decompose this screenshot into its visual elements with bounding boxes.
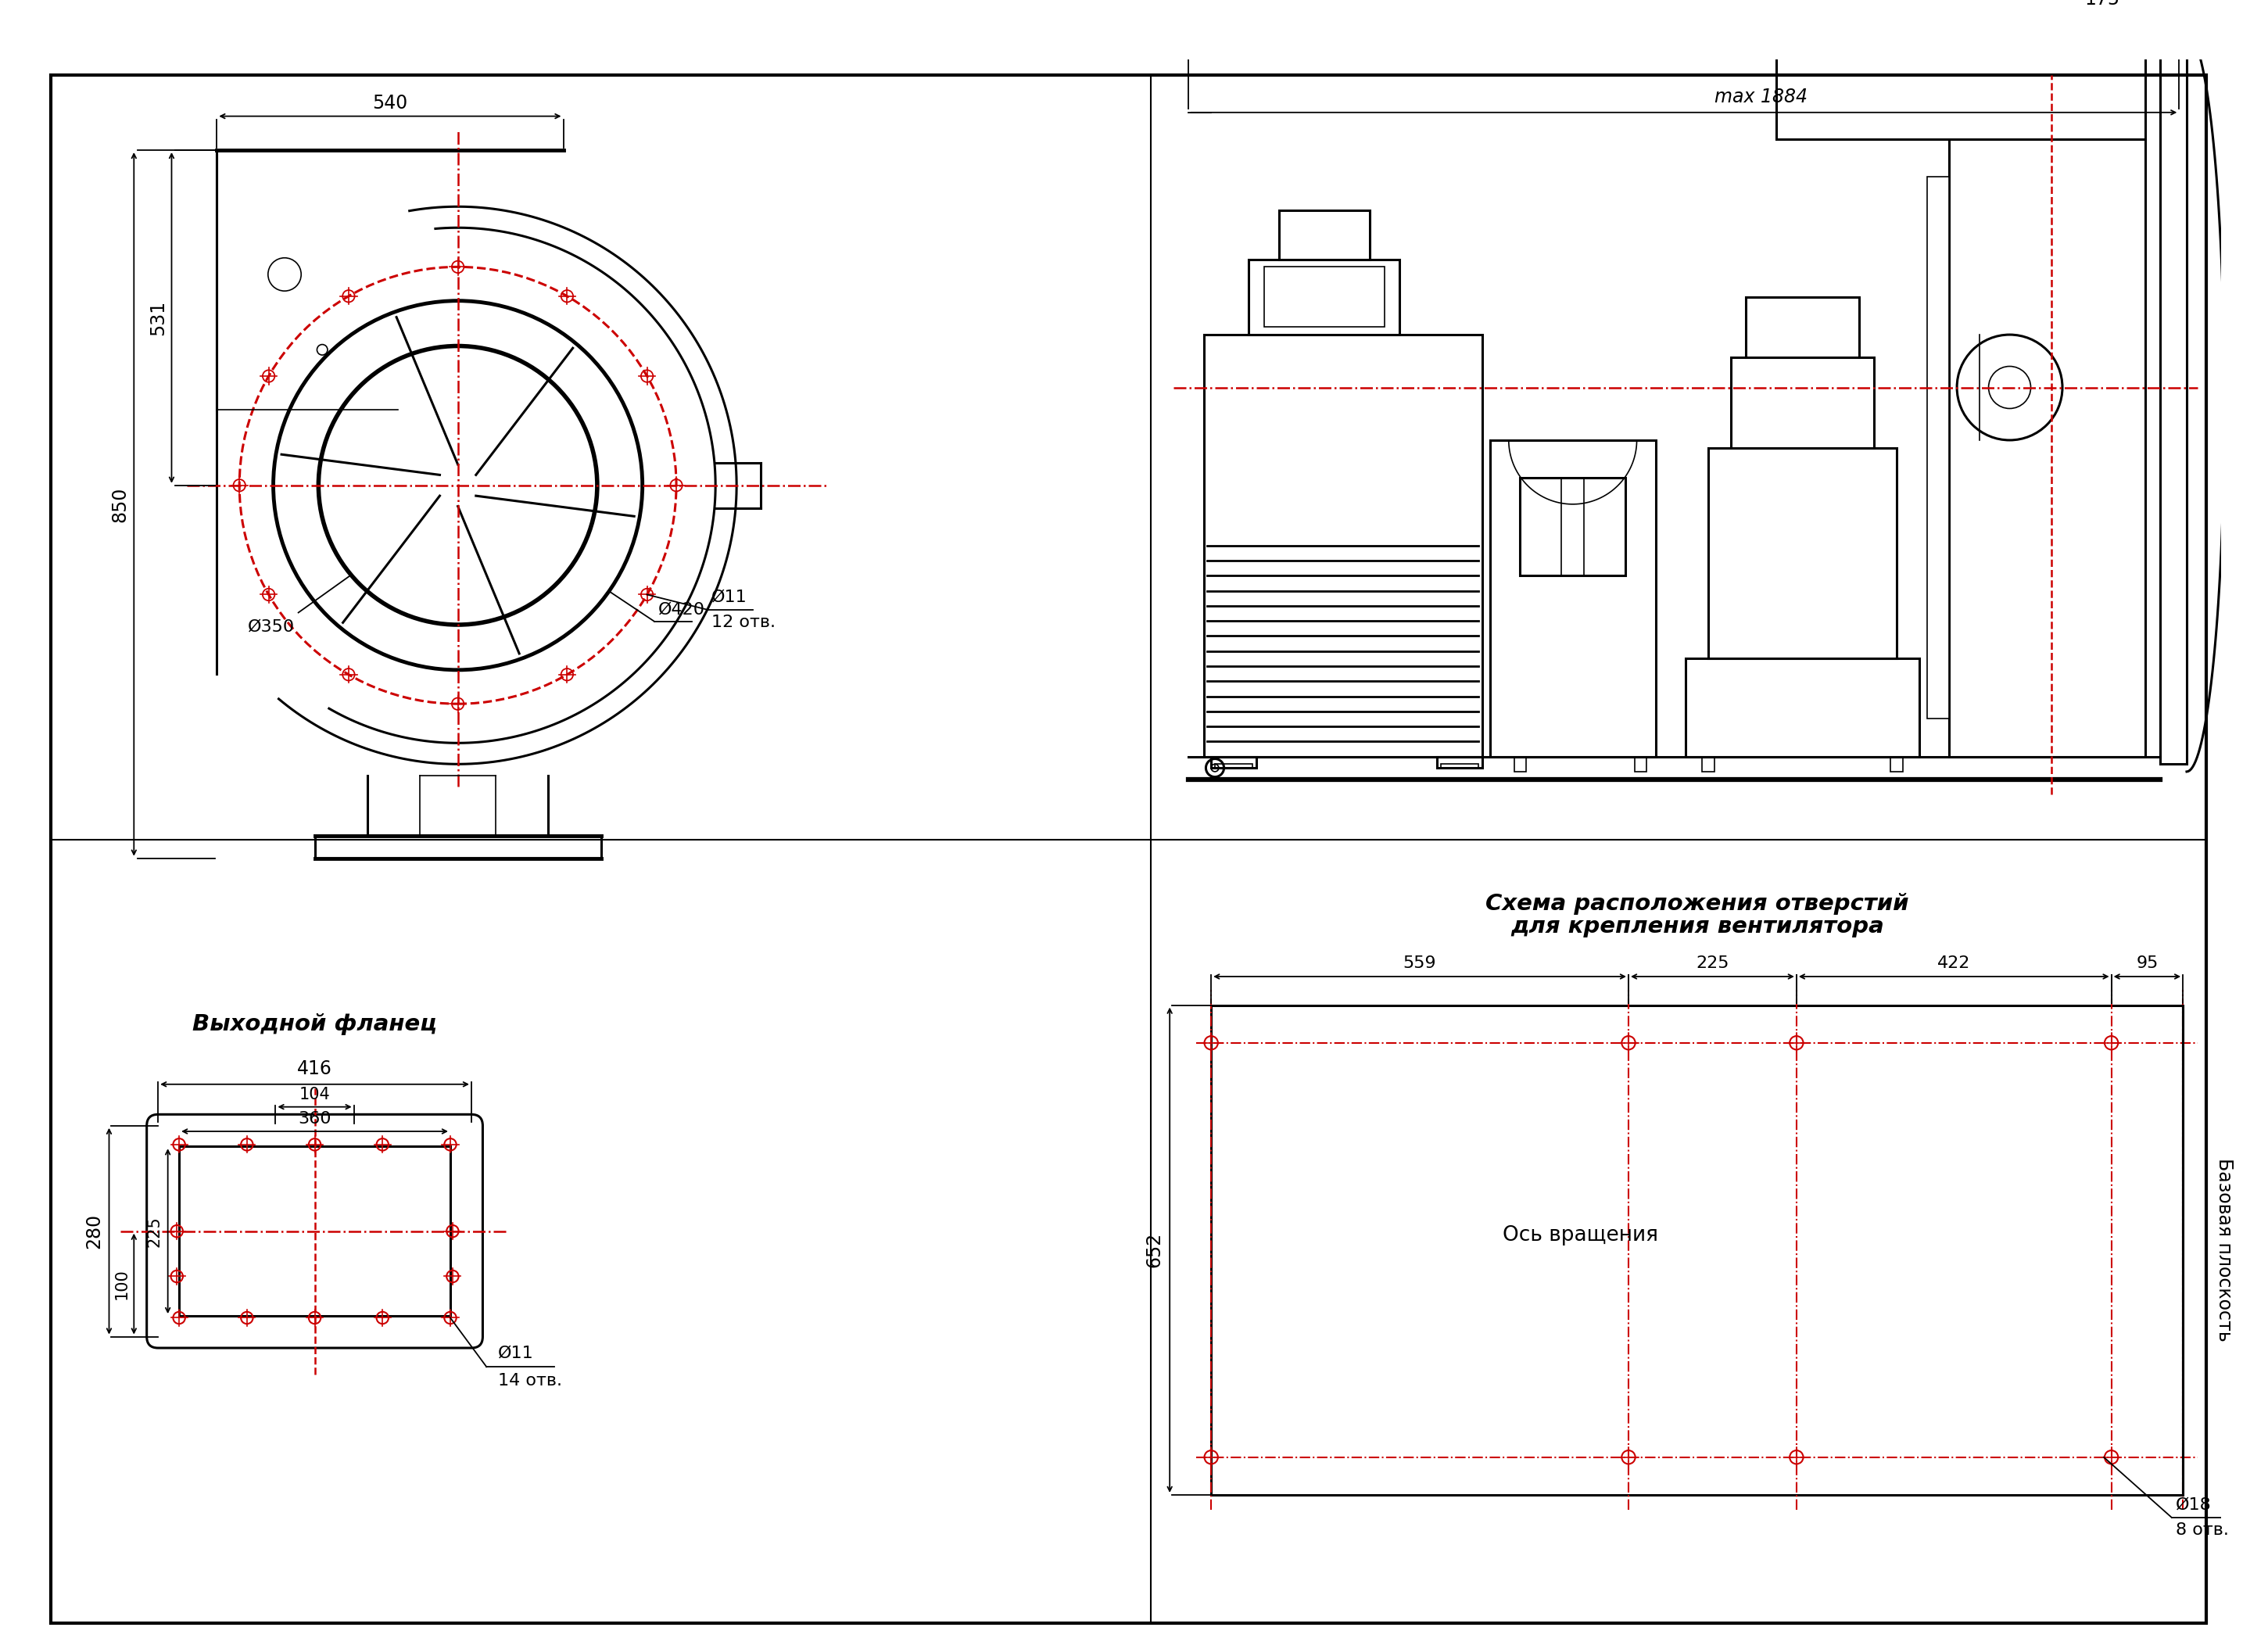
- Bar: [1204, 334, 1483, 757]
- Text: Ø18: Ø18: [2175, 1497, 2211, 1514]
- Bar: [1490, 441, 1656, 757]
- Text: 540: 540: [372, 93, 408, 113]
- Text: 360: 360: [297, 1111, 331, 1127]
- Text: 175: 175: [2084, 0, 2121, 8]
- Bar: [1776, 49, 2146, 139]
- Text: Ø11: Ø11: [712, 590, 746, 604]
- Bar: [1635, 757, 1647, 771]
- Bar: [1520, 478, 1626, 577]
- Text: для крепления вентилятора: для крепления вентилятора: [1510, 916, 1885, 937]
- FancyBboxPatch shape: [147, 1114, 483, 1348]
- Text: 225: 225: [1696, 955, 1728, 971]
- Text: 225: 225: [147, 1215, 163, 1247]
- Bar: [1703, 757, 1715, 771]
- Bar: [1892, 757, 1903, 771]
- Text: 14 отв.: 14 отв.: [497, 1373, 562, 1389]
- Bar: [1211, 1006, 2182, 1495]
- Text: Ø420: Ø420: [658, 601, 705, 618]
- Text: Выходной фланец: Выходной фланец: [193, 1014, 438, 1035]
- Text: Ø11: Ø11: [497, 1345, 533, 1361]
- Text: 104: 104: [299, 1086, 331, 1102]
- Bar: [1211, 757, 1256, 768]
- Text: 12 отв.: 12 отв.: [712, 614, 776, 631]
- Bar: [179, 1147, 451, 1315]
- Circle shape: [1957, 334, 2062, 441]
- Text: 850: 850: [111, 486, 129, 523]
- Bar: [1515, 757, 1526, 771]
- Text: Базовая плоскость: Базовая плоскость: [2216, 1158, 2234, 1342]
- Text: Ø350: Ø350: [247, 619, 295, 634]
- Bar: [1730, 357, 1873, 447]
- Text: 95: 95: [2136, 955, 2159, 971]
- Text: 422: 422: [1937, 955, 1971, 971]
- Bar: [1708, 447, 1896, 658]
- Text: 416: 416: [297, 1060, 331, 1078]
- Bar: [1746, 296, 1860, 357]
- Bar: [1685, 658, 1919, 757]
- Bar: [1440, 763, 1479, 768]
- Bar: [2161, 44, 2186, 763]
- Bar: [1438, 757, 1483, 768]
- Bar: [1250, 259, 1399, 334]
- Text: Ось вращения: Ось вращения: [1504, 1225, 1658, 1245]
- Bar: [1928, 177, 1950, 719]
- Bar: [1216, 763, 1252, 768]
- Bar: [1263, 267, 1383, 328]
- Text: 531: 531: [147, 300, 168, 336]
- Text: Схема расположения отверстий: Схема расположения отверстий: [1486, 893, 1910, 914]
- Bar: [1279, 210, 1370, 259]
- Text: 652: 652: [1145, 1232, 1163, 1268]
- Bar: [1950, 139, 2146, 757]
- Text: 559: 559: [1404, 955, 1436, 971]
- Text: 100: 100: [113, 1268, 129, 1299]
- Text: 8 отв.: 8 отв.: [2175, 1522, 2229, 1538]
- Text: max 1884: max 1884: [1715, 88, 1808, 106]
- Text: 280: 280: [84, 1214, 102, 1248]
